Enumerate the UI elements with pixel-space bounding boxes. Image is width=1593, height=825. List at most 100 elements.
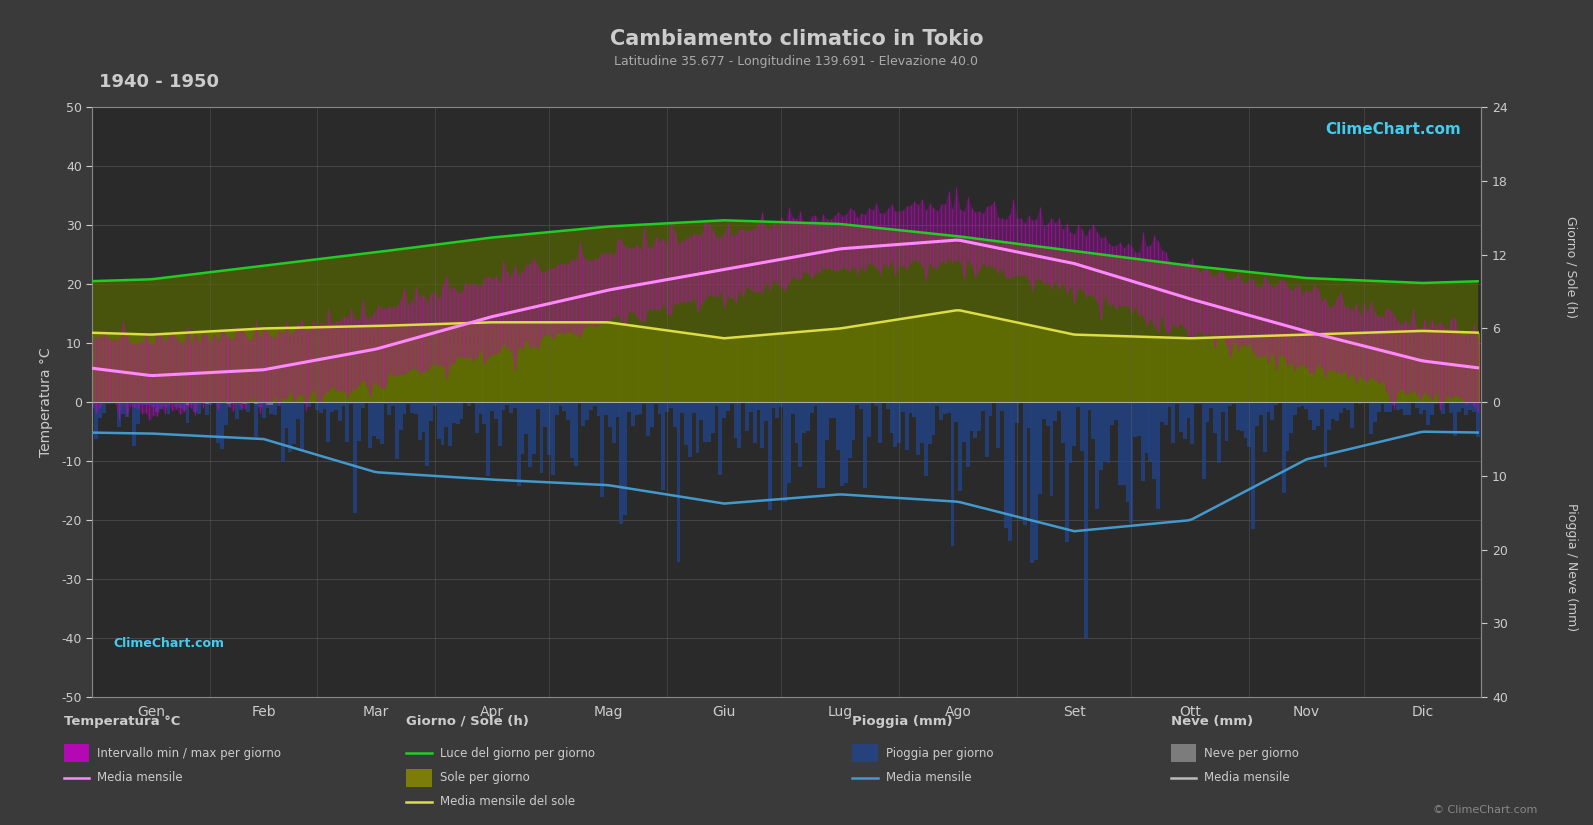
Bar	[94, 332, 99, 403]
Bar	[784, 333, 787, 403]
Bar	[1373, 403, 1376, 422]
Bar	[1121, 403, 1126, 485]
Bar	[620, 324, 623, 403]
Bar	[236, 403, 239, 418]
Bar	[1300, 335, 1305, 403]
Bar	[505, 403, 510, 405]
Bar	[1129, 337, 1133, 403]
Bar	[699, 335, 703, 403]
Bar	[1168, 337, 1171, 403]
Bar	[1266, 336, 1270, 403]
Bar	[1258, 403, 1263, 415]
Bar	[1236, 337, 1239, 403]
Bar	[921, 403, 924, 443]
Text: Latitudine 35.677 - Longitudine 139.691 - Elevazione 40.0: Latitudine 35.677 - Longitudine 139.691 …	[615, 55, 978, 68]
Bar	[573, 403, 578, 466]
Bar	[354, 327, 357, 403]
Bar	[182, 403, 186, 410]
Bar	[429, 324, 433, 403]
Bar	[105, 333, 110, 403]
Bar	[102, 333, 105, 403]
Bar	[1004, 403, 1008, 528]
Bar	[1201, 338, 1206, 403]
Bar	[406, 325, 411, 403]
Bar	[776, 334, 779, 403]
Bar	[272, 403, 277, 415]
Bar	[1000, 319, 1004, 403]
Bar	[924, 315, 927, 403]
Bar	[269, 328, 274, 403]
Bar	[589, 403, 593, 411]
Bar	[1368, 403, 1373, 435]
Bar	[414, 403, 417, 413]
Bar	[1308, 403, 1313, 420]
Bar	[703, 336, 707, 403]
Bar	[703, 403, 707, 441]
Bar	[543, 323, 548, 403]
Bar	[1354, 333, 1357, 403]
Bar	[825, 403, 828, 440]
Bar	[212, 331, 217, 403]
Bar	[718, 337, 722, 403]
Bar	[798, 403, 803, 467]
Bar	[1332, 403, 1335, 418]
Bar	[436, 324, 441, 403]
Bar	[859, 403, 863, 408]
Bar	[1157, 403, 1160, 509]
Bar	[346, 403, 349, 442]
Bar	[198, 403, 201, 414]
Bar	[581, 403, 585, 426]
Bar	[989, 403, 992, 417]
Bar	[989, 317, 992, 403]
Bar	[1061, 332, 1064, 403]
Bar	[1251, 403, 1255, 529]
Bar	[529, 323, 532, 403]
Bar	[634, 403, 639, 415]
Bar	[335, 403, 338, 410]
Bar	[1099, 403, 1102, 470]
Bar	[661, 403, 666, 490]
Bar	[1313, 334, 1316, 403]
Bar	[280, 328, 285, 403]
Bar	[863, 403, 867, 488]
Bar	[266, 403, 269, 404]
Bar	[1176, 403, 1179, 404]
Bar	[562, 323, 566, 403]
Bar	[1031, 403, 1034, 563]
Bar	[833, 403, 836, 418]
Bar	[1163, 337, 1168, 403]
Text: Pioggia per giorno: Pioggia per giorno	[886, 747, 992, 760]
Bar	[1297, 403, 1301, 407]
Bar	[1206, 337, 1209, 403]
Text: Sole per giorno: Sole per giorno	[440, 771, 529, 785]
Bar	[121, 333, 124, 403]
Bar	[513, 323, 516, 403]
Bar	[1407, 332, 1411, 403]
Bar	[505, 323, 510, 403]
Bar	[319, 403, 323, 412]
Bar	[672, 403, 677, 427]
Bar	[491, 403, 494, 411]
Bar	[1225, 403, 1228, 441]
Bar	[1220, 337, 1225, 403]
Bar	[1171, 403, 1176, 444]
Bar	[1346, 333, 1351, 403]
Text: Neve (mm): Neve (mm)	[1171, 714, 1254, 728]
Bar	[357, 403, 360, 441]
Bar	[217, 403, 220, 443]
Bar	[247, 403, 250, 412]
Bar	[1255, 336, 1258, 403]
Bar	[1231, 337, 1236, 403]
Bar	[1450, 332, 1453, 403]
Bar	[1426, 331, 1431, 403]
Bar	[296, 328, 299, 403]
Bar	[330, 403, 335, 412]
Bar	[456, 403, 460, 424]
Bar	[228, 403, 231, 404]
Bar	[639, 403, 642, 414]
Bar	[658, 403, 661, 414]
Bar	[124, 403, 129, 417]
Bar	[661, 330, 666, 403]
Bar	[1381, 332, 1384, 403]
Bar	[99, 403, 102, 418]
